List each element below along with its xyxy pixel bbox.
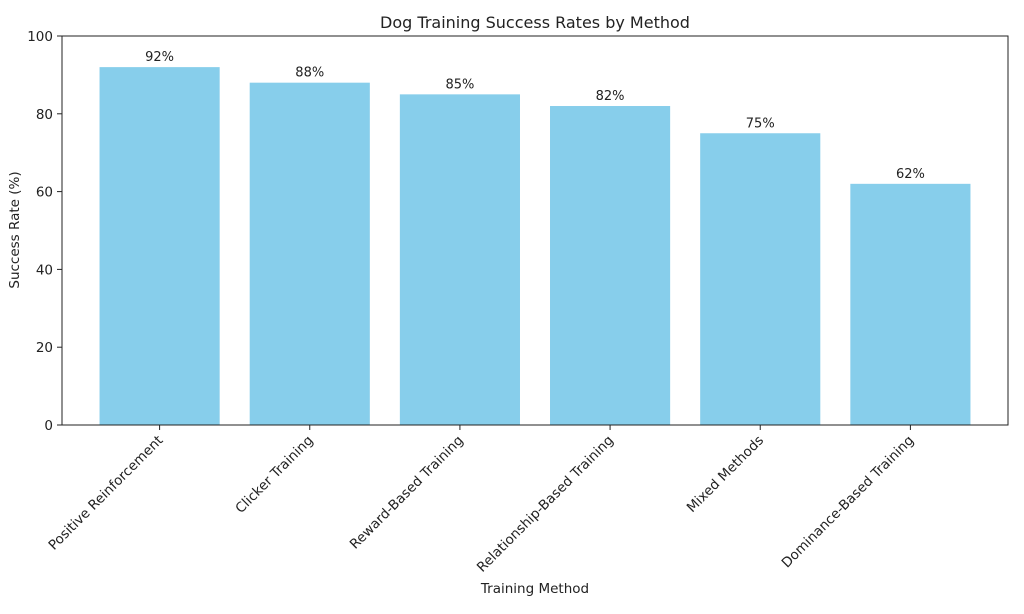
plot-frame bbox=[61, 35, 1009, 426]
x-tick-label: Clicker Training bbox=[232, 433, 316, 517]
bar-value-label: 92% bbox=[145, 50, 174, 65]
x-axis: Positive Reinforcement Clicker Training Re… bbox=[45, 425, 917, 576]
y-axis: 0 20 40 60 80 100 bbox=[27, 29, 62, 434]
x-tick-label: Reward-Based Training bbox=[347, 433, 467, 553]
y-tick-label: 100 bbox=[27, 29, 53, 45]
bars-group: 92% 88% 85% 82% 75% 62% bbox=[99, 50, 971, 426]
bar-value-label: 85% bbox=[445, 77, 474, 92]
bar-value-label: 62% bbox=[896, 167, 925, 182]
x-tick-label: Positive Reinforcement bbox=[45, 433, 166, 554]
bar-value-label: 88% bbox=[295, 66, 324, 81]
y-tick-label: 80 bbox=[36, 107, 53, 123]
bar-value-label: 75% bbox=[746, 116, 775, 131]
y-axis-label: Success Rate (%) bbox=[7, 171, 23, 288]
bar bbox=[249, 82, 370, 426]
bar bbox=[99, 67, 220, 426]
x-tick-label: Mixed Methods bbox=[684, 433, 767, 516]
x-axis-label: Training Method bbox=[480, 581, 589, 597]
y-tick-label: 40 bbox=[36, 262, 53, 278]
bar bbox=[550, 106, 671, 426]
y-tick-label: 60 bbox=[36, 185, 53, 201]
chart-title: Dog Training Success Rates by Method bbox=[380, 13, 690, 32]
y-tick-label: 20 bbox=[36, 340, 53, 356]
bar bbox=[399, 94, 520, 425]
bar bbox=[850, 183, 971, 425]
x-tick-label: Relationship-Based Training bbox=[474, 433, 617, 576]
y-tick-label: 0 bbox=[44, 418, 53, 434]
x-tick-label: Dominance-Based Training bbox=[779, 433, 918, 572]
bar-value-label: 82% bbox=[596, 89, 625, 104]
bar bbox=[700, 133, 821, 425]
